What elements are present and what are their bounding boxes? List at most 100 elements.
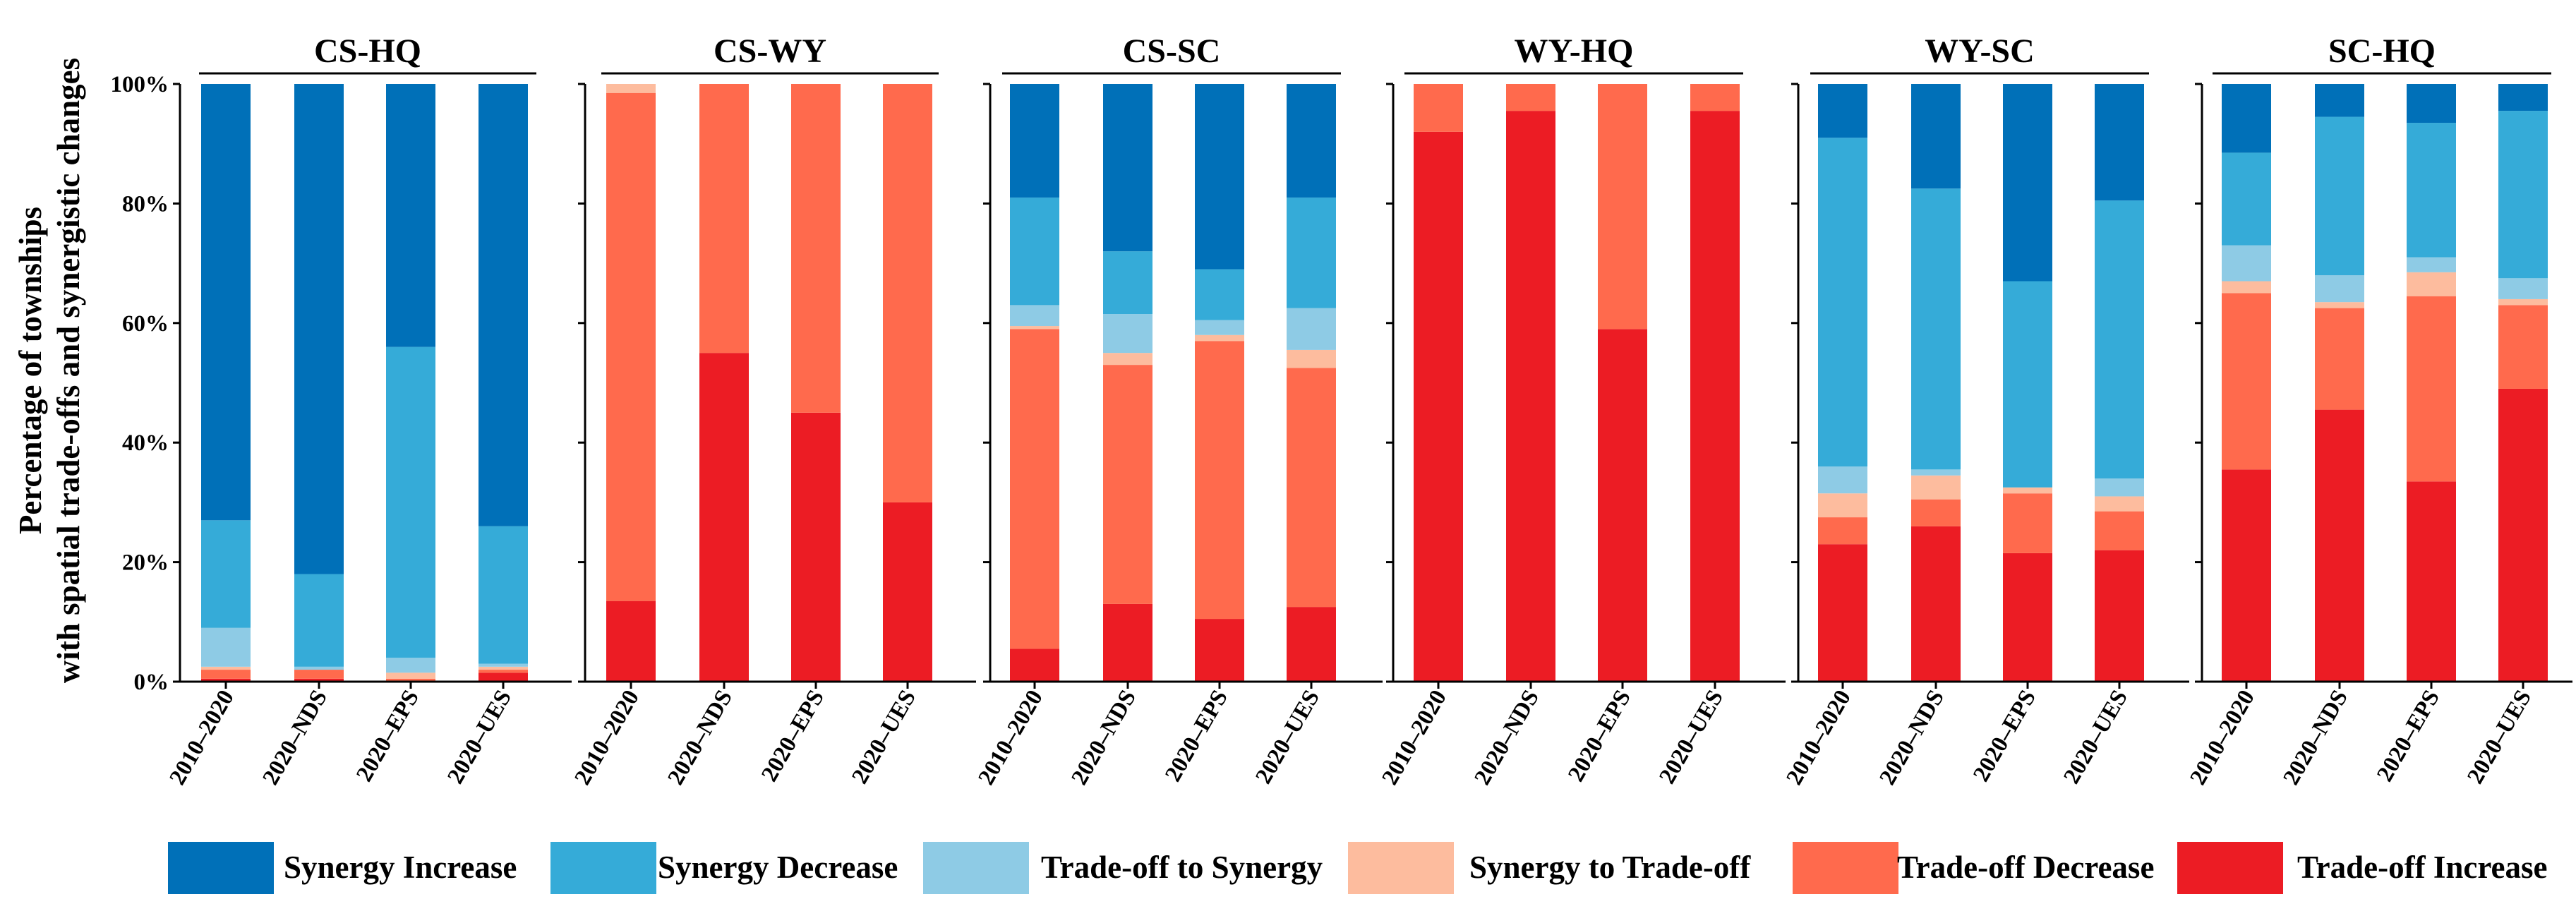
bar-2020-ues <box>1690 84 1740 682</box>
x-tick-label: 2020–UES <box>1654 686 1728 788</box>
legend-label: Trade-off to Synergy <box>1041 850 1323 885</box>
legend-swatch <box>1793 842 1898 894</box>
bar-segment-synergy-increase <box>201 84 251 521</box>
panel-title: CS-HQ <box>314 32 421 70</box>
x-tick-label: 2020–NDS <box>663 686 737 790</box>
bar-segment-trade-off-decrease <box>1010 329 1059 649</box>
bar-segment-trade-off-increase <box>699 353 749 682</box>
bar-segment-synergy-to-trade-off <box>1911 475 1961 500</box>
bar-segment-trade-off-to-synergy <box>1103 314 1152 354</box>
y-axis-label-line2: with spatial trade-offs and synergistic … <box>51 58 86 683</box>
x-tick-label: 2020–EPS <box>757 686 829 786</box>
x-tick-label: 2020–EPS <box>1968 686 2041 786</box>
bar-segment-trade-off-increase <box>1287 607 1336 682</box>
bar-segment-trade-off-decrease <box>1690 84 1740 111</box>
x-tick-label: 2020–UES <box>1251 686 1325 788</box>
bar-segment-trade-off-decrease <box>606 92 656 601</box>
bar-segment-synergy-decrease <box>1010 197 1059 306</box>
bar-2020-ues <box>479 84 528 682</box>
x-tick-label: 2010–2020 <box>570 686 644 790</box>
bar-segment-synergy-to-trade-off <box>1103 353 1152 366</box>
legend: Synergy Increase Synergy Decrease Trade-of… <box>168 842 2548 894</box>
bar-segment-trade-off-increase <box>606 601 656 682</box>
bar-segment-trade-off-decrease <box>791 84 841 413</box>
bar-2010-2020 <box>1414 84 1463 682</box>
panel-sc-hq: SC-HQ 2010–2020 2020–NDS 2020–EPS 2020–UES <box>2186 32 2572 790</box>
bar-segment-trade-off-decrease <box>2222 293 2271 470</box>
x-tick-label: 2020–EPS <box>351 686 424 786</box>
bar-segment-synergy-to-trade-off <box>606 84 656 93</box>
panel-title: WY-SC <box>1925 32 2035 70</box>
bar-2010-2020 <box>1010 84 1059 682</box>
bar-segment-trade-off-decrease <box>1195 341 1244 620</box>
y-tick-label: 0% <box>134 670 169 695</box>
bar-segment-trade-off-to-synergy <box>1818 466 1867 494</box>
bar-segment-trade-off-increase <box>201 678 251 682</box>
bar-segment-trade-off-increase <box>1818 544 1867 682</box>
legend-label: Synergy to Trade-off <box>1469 850 1751 885</box>
bar-segment-trade-off-decrease <box>479 670 528 673</box>
bar-segment-synergy-increase <box>2222 84 2271 153</box>
x-tick-label: 2020–UES <box>2462 686 2536 788</box>
x-tick-label: 2010–2020 <box>165 686 239 790</box>
bar-2020-nds <box>699 84 749 682</box>
bar-2010-2020 <box>606 84 656 682</box>
panel-cs-sc: CS-SC 2010–2020 2020–NDS 2020–EPS 2020–UES <box>974 32 1383 790</box>
x-tick-label: 2020–UES <box>443 686 517 788</box>
bar-segment-trade-off-to-synergy <box>2095 478 2144 497</box>
bar-segment-trade-off-to-synergy <box>1195 320 1244 335</box>
bar-segment-synergy-to-trade-off <box>2003 487 2052 494</box>
panel-title: WY-HQ <box>1515 32 1634 70</box>
bar-2020-eps <box>2003 84 2052 682</box>
bar-segment-trade-off-increase <box>791 412 841 682</box>
legend-item-synergy-decrease: Synergy Decrease <box>550 842 898 894</box>
bar-segment-synergy-decrease <box>2095 200 2144 479</box>
bar-2020-eps <box>386 84 435 682</box>
bar-segment-synergy-increase <box>1195 84 1244 270</box>
bar-segment-synergy-to-trade-off <box>2498 298 2548 306</box>
bar-segment-trade-off-decrease <box>2095 511 2144 550</box>
bar-segment-synergy-decrease <box>294 574 344 667</box>
bar-segment-synergy-increase <box>2315 84 2364 117</box>
bar-segment-synergy-decrease <box>479 526 528 664</box>
bar-2020-nds <box>2315 84 2364 682</box>
bar-2020-eps <box>791 84 841 682</box>
bar-segment-trade-off-increase <box>883 502 932 682</box>
bar-segment-trade-off-to-synergy <box>2498 278 2548 299</box>
bar-segment-synergy-increase <box>2003 84 2052 282</box>
legend-item-synergy-to-trade-off: Synergy to Trade-off <box>1348 842 1751 894</box>
legend-label: Trade-off Decrease <box>1897 850 2154 885</box>
bar-segment-trade-off-increase <box>1598 329 1647 682</box>
bar-segment-trade-off-increase <box>2407 481 2456 682</box>
panel-wy-sc: WY-SC 2010–2020 2020–NDS 2020–EPS 2020–UES <box>1782 32 2189 790</box>
bar-segment-trade-off-increase <box>2003 553 2052 682</box>
bar-segment-synergy-decrease <box>1818 138 1867 467</box>
bar-2020-eps <box>1195 84 1244 682</box>
x-tick-label: 2020–NDS <box>1874 686 1949 790</box>
bar-segment-trade-off-to-synergy <box>1287 308 1336 350</box>
bar-2020-ues <box>883 84 932 682</box>
panel-title: CS-SC <box>1123 32 1221 70</box>
panel-title: CS-WY <box>714 32 826 70</box>
bar-segment-synergy-to-trade-off <box>479 666 528 670</box>
bar-segment-synergy-increase <box>1818 84 1867 138</box>
bar-segment-synergy-to-trade-off <box>2315 302 2364 308</box>
panel-wy-hq: WY-HQ 2010–2020 2020–NDS 2020–EPS 2020–UES <box>1378 32 1786 790</box>
bar-2010-2020 <box>201 84 251 682</box>
bar-segment-trade-off-to-synergy <box>386 658 435 673</box>
legend-swatch <box>923 842 1029 894</box>
bar-segment-synergy-decrease <box>1195 269 1244 320</box>
bar-segment-synergy-to-trade-off <box>2095 496 2144 512</box>
bar-segment-trade-off-increase <box>2498 388 2548 682</box>
bar-segment-synergy-to-trade-off <box>2222 281 2271 294</box>
bar-segment-trade-off-decrease <box>2498 305 2548 389</box>
y-axis-label-line1: Percentage of townships <box>13 207 48 534</box>
bar-segment-trade-off-increase <box>1414 131 1463 682</box>
x-tick-label: 2020–NDS <box>1066 686 1140 790</box>
bar-segment-trade-off-increase <box>2222 469 2271 682</box>
bar-segment-synergy-to-trade-off <box>201 666 251 670</box>
bar-segment-trade-off-to-synergy <box>2315 275 2364 303</box>
bar-segment-trade-off-to-synergy <box>294 666 344 670</box>
legend-swatch <box>550 842 656 894</box>
bar-segment-trade-off-decrease <box>2407 296 2456 482</box>
